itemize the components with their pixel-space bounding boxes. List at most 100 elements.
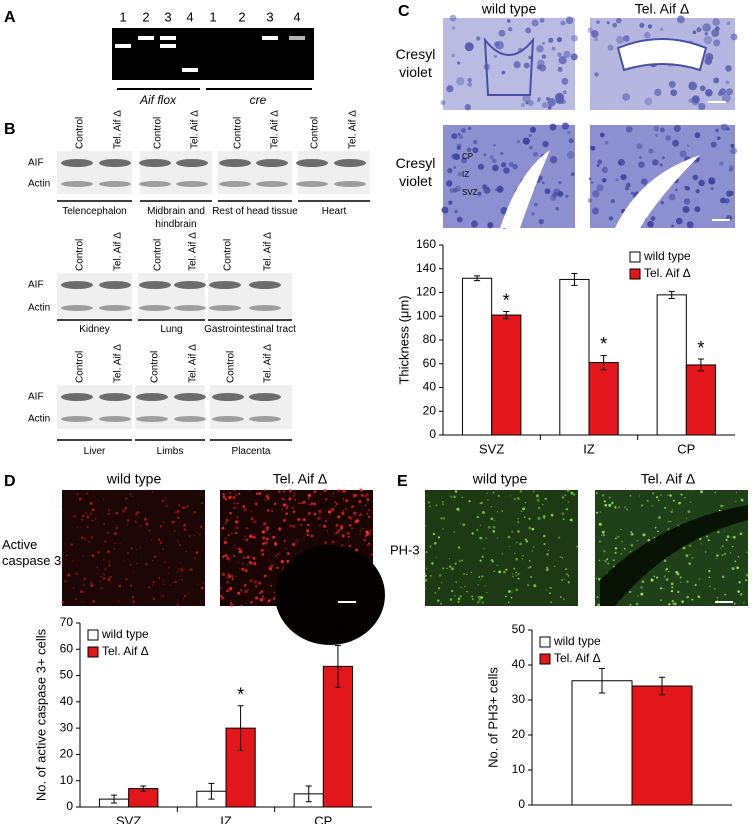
- micrograph-speck: [543, 542, 546, 546]
- blot-band: [176, 181, 208, 187]
- micrograph-speck: [313, 502, 316, 506]
- micrograph-speck: [317, 517, 320, 520]
- micrograph-speck: [222, 495, 226, 499]
- micrograph-speck: [587, 198, 593, 203]
- micrograph-speck: [671, 599, 674, 603]
- micrograph-speck: [477, 601, 480, 604]
- micrograph-speck: [117, 600, 120, 603]
- micrograph-speck: [82, 514, 85, 518]
- column-label: Tel. Aif Δ: [641, 471, 695, 487]
- micrograph-speck: [231, 575, 234, 578]
- micrograph-speck: [129, 584, 133, 588]
- micrograph-speck: [536, 45, 544, 53]
- legend-swatch: [539, 653, 551, 665]
- blot-band: [99, 281, 131, 289]
- blot-band: [296, 181, 328, 187]
- micrograph-speck: [501, 70, 506, 75]
- row-label: Actin: [28, 303, 50, 314]
- micrograph-speck: [180, 569, 183, 573]
- micrograph-speck: [481, 601, 485, 604]
- micrograph-speck: [463, 573, 465, 575]
- micrograph-speck: [515, 574, 518, 577]
- micrograph-speck: [601, 494, 605, 497]
- micrograph-speck: [360, 493, 364, 497]
- micrograph-speck: [250, 510, 252, 512]
- micrograph-speck: [129, 493, 132, 496]
- micrograph-speck: [647, 538, 651, 542]
- ventricle: [500, 150, 550, 228]
- micrograph-speck: [337, 529, 341, 532]
- micrograph-speck: [281, 509, 284, 511]
- micrograph-speck: [561, 122, 570, 130]
- micrograph-speck: [195, 551, 199, 555]
- micrograph-speck: [263, 522, 267, 526]
- micrograph-speck: [253, 580, 258, 584]
- micrograph-speck: [596, 20, 600, 24]
- micrograph-speck: [430, 575, 432, 577]
- micrograph-speck: [264, 499, 266, 501]
- micrograph-speck: [456, 507, 460, 511]
- micrograph-speck: [500, 151, 504, 156]
- micrograph-speck: [679, 576, 682, 579]
- y-axis-title: No. of PH3+ cells: [485, 667, 500, 768]
- micrograph-speck: [487, 222, 494, 229]
- micrograph-speck: [630, 191, 634, 195]
- micrograph-speck: [227, 572, 230, 575]
- micrograph-speck: [451, 133, 458, 140]
- micrograph-speck: [573, 493, 576, 496]
- micrograph-speck: [688, 82, 696, 89]
- micrograph-speck: [368, 515, 371, 519]
- blot-band: [174, 281, 206, 289]
- micrograph-speck: [675, 188, 678, 192]
- micrograph-speck: [174, 511, 177, 514]
- micrograph-speck: [458, 510, 460, 512]
- micrograph-speck: [601, 530, 605, 534]
- micrograph-speck: [289, 524, 293, 528]
- micrograph-speck: [457, 600, 460, 603]
- micrograph-speck: [501, 552, 504, 555]
- blot-band: [256, 181, 288, 187]
- micrograph-speck: [681, 600, 684, 603]
- micrograph-speck: [660, 587, 663, 590]
- micrograph-speck: [285, 512, 288, 515]
- micrograph-speck: [536, 99, 541, 103]
- blot-band: [219, 181, 251, 187]
- micrograph-speck: [683, 198, 691, 205]
- micrograph-speck: [179, 561, 182, 564]
- micrograph-speck: [741, 499, 744, 502]
- micrograph-speck: [611, 501, 614, 505]
- micrograph-speck: [716, 136, 721, 140]
- gel-band: [182, 68, 198, 72]
- micrograph-speck: [270, 585, 273, 587]
- micrograph-speck: [139, 547, 141, 549]
- micrograph-speck: [115, 511, 118, 515]
- micrograph-speck: [598, 559, 601, 562]
- error-bar: [140, 785, 147, 792]
- lane-label: Tel. Aif Δ: [188, 232, 199, 271]
- micrograph-speck: [496, 564, 499, 567]
- micrograph-speck: [599, 540, 601, 543]
- micrograph-speck: [604, 140, 609, 145]
- micrograph-speck: [252, 557, 256, 560]
- micrograph-speck: [442, 500, 444, 503]
- micrograph-speck: [669, 494, 672, 497]
- micrograph-speck: [635, 602, 639, 606]
- micrograph-speck: [547, 97, 556, 107]
- micrograph-speck: [255, 492, 259, 496]
- micrograph-speck: [654, 526, 657, 529]
- micrograph-speck: [323, 488, 327, 493]
- micrograph-speck: [566, 151, 575, 159]
- micrograph-speck: [705, 89, 713, 97]
- micrograph-speck: [72, 586, 75, 589]
- micrograph-speck: [454, 185, 462, 192]
- micrograph-speck: [641, 580, 645, 584]
- micrograph-speck: [451, 53, 456, 58]
- micrograph-speck: [529, 566, 532, 569]
- micrograph-speck: [695, 188, 700, 194]
- micrograph-speck: [515, 541, 518, 544]
- micrograph-speck: [76, 492, 79, 496]
- micrograph-speck: [368, 509, 371, 512]
- micrograph-speck: [546, 553, 549, 556]
- micrograph-speck: [241, 567, 245, 571]
- y-tick-label: 0: [66, 799, 73, 813]
